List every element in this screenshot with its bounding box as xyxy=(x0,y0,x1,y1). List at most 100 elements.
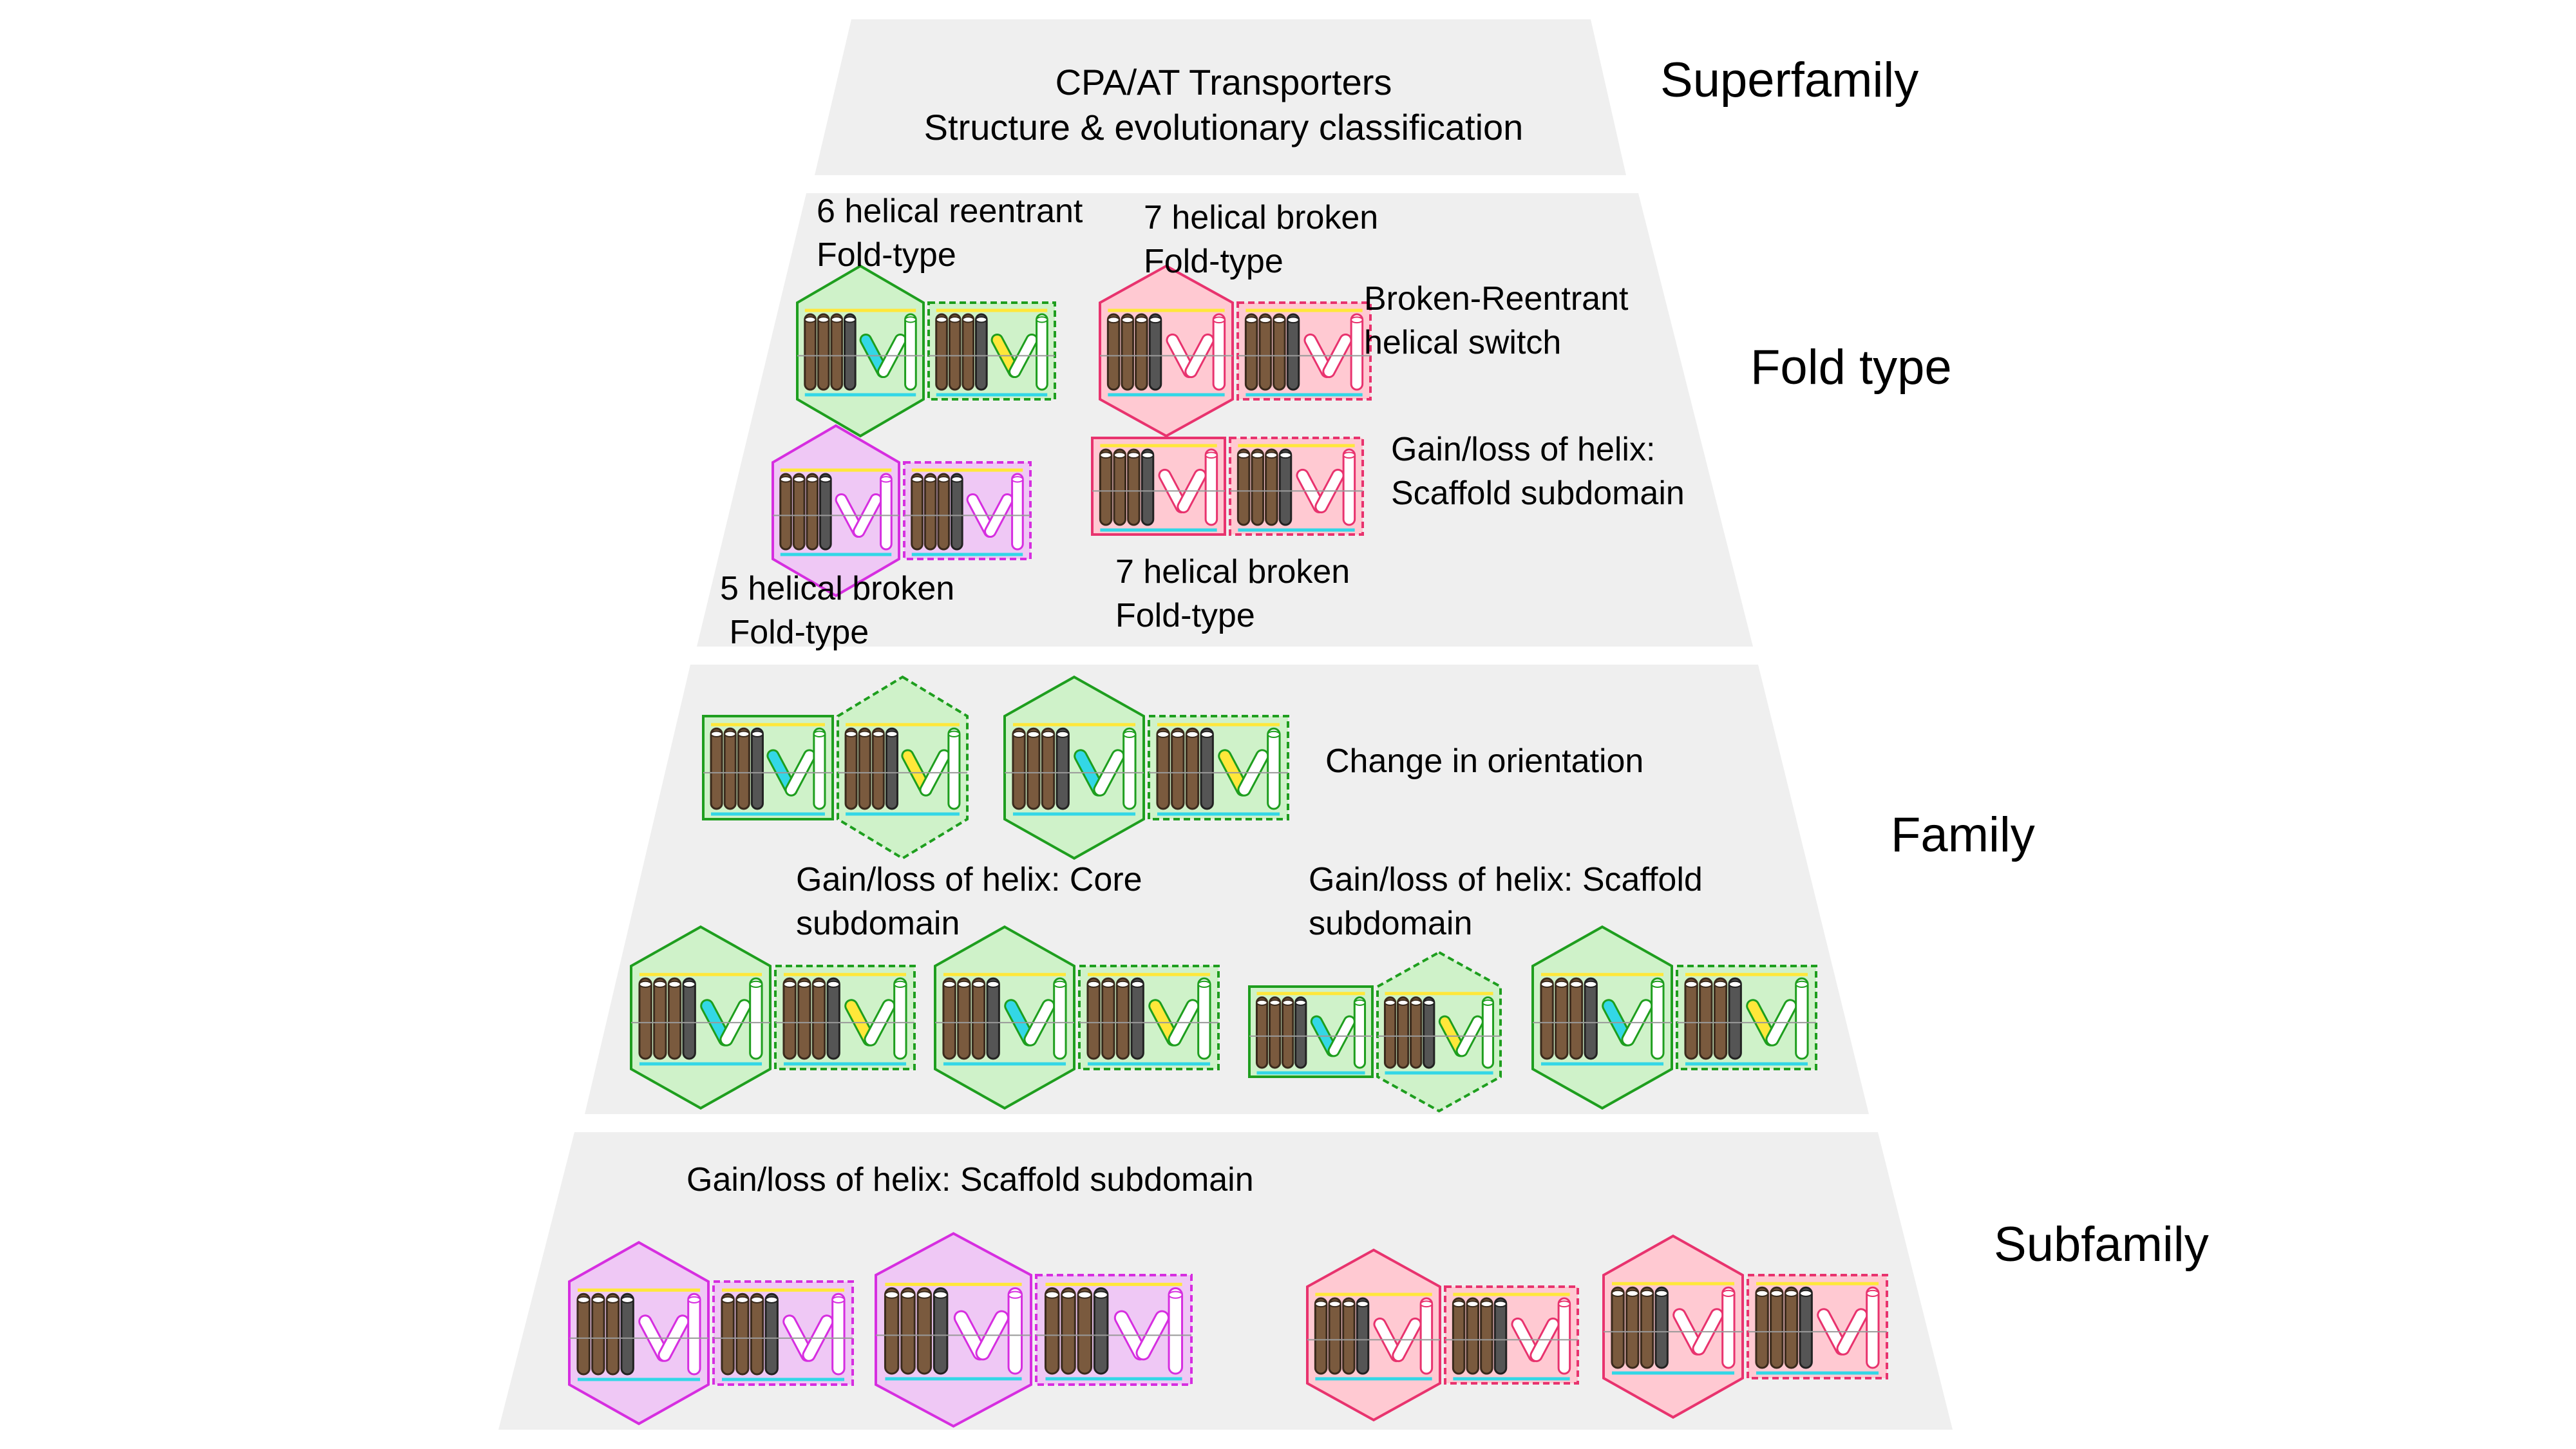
helix xyxy=(937,473,951,551)
helix-cap xyxy=(793,476,806,483)
helix-cap xyxy=(1279,451,1292,459)
helix xyxy=(735,1293,750,1376)
tier-superfamily xyxy=(815,19,1626,175)
helix-cap xyxy=(957,980,971,988)
helix xyxy=(1342,448,1356,526)
helix xyxy=(591,1293,605,1376)
helix xyxy=(975,313,988,391)
superfamily-subtitle: Structure & evolutionary classification xyxy=(923,107,1524,147)
subfamily-topology-2 xyxy=(875,1232,1193,1428)
helix xyxy=(1086,977,1101,1060)
helix-cap xyxy=(1397,999,1409,1006)
helix-cap xyxy=(1099,451,1112,459)
helix xyxy=(737,727,750,810)
helix xyxy=(951,473,963,551)
helix xyxy=(1101,977,1115,1060)
helix-cap xyxy=(1053,980,1067,988)
helix-cap xyxy=(1186,730,1199,738)
helix-cap xyxy=(606,1296,620,1303)
helix xyxy=(1342,1297,1356,1375)
helix xyxy=(1156,727,1170,810)
helix-cap xyxy=(813,730,826,738)
helix xyxy=(638,977,652,1060)
helix-cap xyxy=(751,730,764,738)
helix xyxy=(1141,448,1155,526)
helix xyxy=(1584,977,1598,1060)
helix-cap xyxy=(1122,730,1137,738)
helix xyxy=(1027,727,1041,810)
helix xyxy=(1419,1297,1434,1375)
helix-cap xyxy=(924,476,937,483)
helix-cap xyxy=(1625,1289,1640,1297)
helix-cap xyxy=(1866,1289,1880,1297)
helix-cap xyxy=(949,316,961,323)
helix-cap xyxy=(961,316,974,323)
helix xyxy=(620,1293,634,1376)
helix xyxy=(844,727,858,810)
helix-cap xyxy=(1480,1300,1493,1308)
helix-cap xyxy=(1423,999,1435,1006)
helix xyxy=(1099,448,1113,526)
helix-cap xyxy=(1785,1289,1798,1297)
helix xyxy=(1273,313,1286,391)
helix xyxy=(1200,727,1214,810)
helix xyxy=(1423,996,1435,1069)
helix xyxy=(961,313,975,391)
helix xyxy=(1557,1297,1571,1375)
helix xyxy=(817,313,830,391)
helix-cap xyxy=(1640,1289,1654,1297)
helix xyxy=(1713,977,1728,1060)
helix-cap xyxy=(621,1296,634,1303)
helix xyxy=(1294,996,1307,1069)
family-topology-2 xyxy=(1003,675,1289,860)
helix xyxy=(1540,977,1554,1060)
helix xyxy=(1350,313,1364,391)
helix-cap xyxy=(1131,980,1144,988)
helix xyxy=(687,1293,701,1376)
helix xyxy=(1185,727,1200,810)
helix-cap xyxy=(724,730,737,738)
helix xyxy=(1212,313,1226,391)
helix xyxy=(1410,996,1423,1069)
helix-cap xyxy=(1314,1300,1327,1308)
helix xyxy=(1555,977,1569,1060)
label-seven-helical-broken-bottom: 7 helical broken Fold-type xyxy=(1115,553,1350,634)
helix-cap xyxy=(1265,451,1278,459)
helix xyxy=(723,727,737,810)
helix-cap xyxy=(812,980,826,988)
helix-cap xyxy=(1721,1289,1736,1297)
family-topology-1 xyxy=(702,675,969,860)
helix-cap xyxy=(1197,980,1211,988)
label-broken-reentrant-switch: Broken-Reentrant helical switch xyxy=(1364,280,1629,361)
helix xyxy=(1077,1287,1093,1375)
helix-cap xyxy=(1205,451,1218,459)
helix-cap xyxy=(1107,316,1120,324)
helix xyxy=(576,1293,591,1376)
helix xyxy=(1699,977,1713,1060)
helix xyxy=(1255,996,1269,1069)
helix-cap xyxy=(1728,980,1742,988)
helix-cap xyxy=(1384,999,1396,1006)
helix-cap xyxy=(1269,999,1281,1006)
helix-cap xyxy=(1410,999,1422,1006)
helix xyxy=(819,473,832,551)
helix-cap xyxy=(1156,730,1170,738)
helix xyxy=(871,727,885,810)
helix-cap xyxy=(911,476,923,483)
helix-cap xyxy=(1237,451,1250,459)
helix xyxy=(1721,1286,1736,1369)
subfamily-topology-3 xyxy=(1306,1248,1579,1422)
helix-cap xyxy=(1135,316,1148,324)
helix xyxy=(1197,977,1211,1060)
helix xyxy=(844,313,857,391)
helix-cap xyxy=(1245,316,1258,324)
helix xyxy=(721,1293,735,1376)
helix-cap xyxy=(1213,316,1226,324)
helix xyxy=(682,977,696,1060)
helix-cap xyxy=(1651,980,1665,988)
helix xyxy=(1383,996,1397,1069)
helix-cap xyxy=(884,1291,899,1299)
helix-cap xyxy=(880,476,893,483)
helix-cap xyxy=(872,730,885,738)
